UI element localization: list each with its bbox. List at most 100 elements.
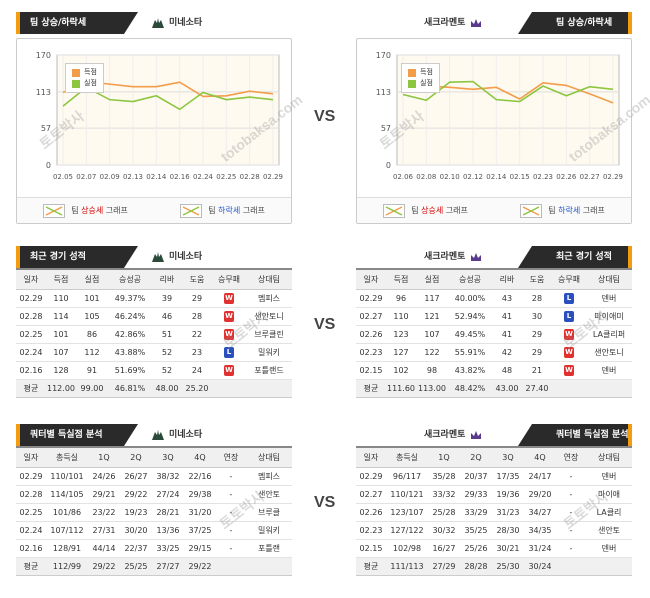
table-row: 02.29 110/101 24/26 26/27 38/32 22/16- 멤피스 [16, 467, 292, 486]
table-cell: 31/23 [492, 503, 524, 522]
table-cell: LA클리퍼 [586, 325, 632, 344]
table-cell: 밀워키 [246, 343, 292, 362]
table-cell: 33/25 [152, 539, 184, 558]
table-cell: 29/20 [524, 485, 556, 504]
table-cell: 43.88% [108, 343, 152, 362]
loss-badge: L [224, 346, 234, 358]
table-cell: 마이애미 [586, 307, 632, 326]
table-cell: 41 [492, 307, 522, 326]
table-cell: 28 [182, 307, 212, 326]
table-cell: 110/101 [46, 467, 88, 486]
table-cell: 22 [182, 325, 212, 344]
home-recent-header: 최근 경기 성적 미네소타 [16, 246, 292, 268]
allowed-line [62, 86, 274, 111]
table-row: 02.29 110 101 49.37% 39 29 W 멤피스 [16, 289, 292, 308]
table-cell: W [552, 325, 586, 344]
table-cell: 113.00 [416, 379, 448, 398]
away-team-label: 새크라멘토 [424, 424, 482, 446]
table-cell: 02.26 [356, 325, 386, 344]
table-cell: 02.25 [16, 325, 46, 344]
table-cell: 덴버 [586, 289, 632, 308]
table-cell: 44/14 [88, 539, 120, 558]
table-cell: W [552, 361, 586, 380]
table-row: 02.25 101/86 23/22 19/23 28/21 31/20- 브루클 [16, 503, 292, 522]
away-quarter-table: 일자 총득실 1Q 2Q 3Q 4Q 연장 상대팀 02.29 96/117 35/28 20/37 1… [356, 446, 632, 576]
table-cell: 28/30 [492, 521, 524, 540]
column-header: 득점 [386, 268, 416, 290]
x-tick-label: 02.10 [440, 173, 460, 181]
table-cell: 117 [416, 289, 448, 308]
table-cell: 02.15 [356, 539, 386, 558]
up-trend-legend: 팀 상승세 그래프 [383, 203, 468, 218]
table-cell [552, 379, 586, 398]
table-cell: 27/31 [88, 521, 120, 540]
table-cell: 127 [386, 343, 416, 362]
table-cell: 91 [76, 361, 108, 380]
table-cell: 02.27 [356, 485, 386, 504]
away-team-label: 새크라멘토 [424, 246, 482, 268]
table-row: 02.28 114 105 46.24% 46 28 W 샌안토니 [16, 307, 292, 326]
down-trend-legend: 팀 하락세 그래프 [520, 203, 605, 218]
y-tick-label: 170 [36, 51, 51, 60]
table-row: 02.23 127/122 30/32 35/25 28/30 34/35- 샌안토 [356, 521, 632, 540]
table-cell: 101 [76, 289, 108, 308]
column-header: 승무패 [552, 268, 586, 290]
y-tick-label: 170 [376, 51, 391, 60]
table-cell: 31/24 [524, 539, 556, 558]
column-header: 연장 [556, 446, 586, 468]
column-header: 일자 [16, 446, 46, 468]
home-recent-table: 일자 득점 실점 승성공 리바 도움 승무패 상대팀 02.29 110 101 49.37% 39 29… [16, 268, 292, 398]
table-cell: 34/27 [524, 503, 556, 522]
table-cell: 29/22 [120, 485, 152, 504]
section-title: 팀 상승/하락세 [16, 12, 138, 34]
table-cell: 25/25 [120, 557, 152, 576]
table-cell: - [556, 467, 586, 486]
column-header: 연장 [216, 446, 246, 468]
table-cell: 19/36 [492, 485, 524, 504]
column-header: 리바 [152, 268, 182, 290]
average-row: 평균 112/99 29/22 25/25 27/27 29/22 [16, 557, 292, 576]
home-quarter-table: 일자 총득실 1Q 2Q 3Q 4Q 연장 상대팀 02.29 110/101 24/26 26/27… [16, 446, 292, 576]
table-cell: 35/25 [460, 521, 492, 540]
table-cell: W [212, 325, 246, 344]
up-trend-icon [43, 203, 66, 218]
table-cell: 멤피스 [246, 467, 292, 486]
legend-score: 득점 [408, 67, 433, 78]
column-header: 총득실 [46, 446, 88, 468]
x-tick-label: 02.27 [580, 173, 600, 181]
table-cell: 33/32 [428, 485, 460, 504]
table-header-row: 일자 득점 실점 승성공 리바 도움 승무패 상대팀 [16, 268, 292, 290]
table-cell [556, 557, 586, 576]
table-cell: 30/21 [492, 539, 524, 558]
table-header-row: 일자 총득실 1Q 2Q 3Q 4Q 연장 상대팀 [16, 446, 292, 468]
table-cell: - [556, 521, 586, 540]
table-cell: 42 [492, 343, 522, 362]
table-row: 02.16 128/91 44/14 22/37 33/25 29/15- 포틀랜 [16, 539, 292, 558]
table-cell: 112/99 [46, 557, 88, 576]
table-row: 02.28 114/105 29/21 29/22 27/24 29/38- 샌안토 [16, 485, 292, 504]
table-cell: 121 [416, 307, 448, 326]
table-cell: 23 [182, 343, 212, 362]
home-team-label: 미네소타 [152, 424, 202, 446]
score-swatch [408, 68, 416, 77]
down-trend-icon [520, 203, 543, 218]
home-team-label: 미네소타 [152, 12, 202, 34]
table-cell: 25/26 [460, 539, 492, 558]
win-badge: W [564, 364, 574, 376]
table-cell: 107 [416, 325, 448, 344]
table-cell: 02.29 [356, 467, 386, 486]
table-cell [246, 379, 292, 398]
crown-icon [471, 431, 482, 439]
x-tick-label: 02.14 [486, 173, 507, 181]
column-header: 승무패 [212, 268, 246, 290]
table-row: 02.27 110 121 52.94% 41 30 L 마이애미 [356, 307, 632, 326]
x-tick-label: 02.26 [556, 173, 577, 181]
table-cell: 29/22 [184, 557, 216, 576]
column-header: 상대팀 [246, 446, 292, 468]
table-row: 02.25 101 86 42.86% 51 22 W 브루클린 [16, 325, 292, 344]
graph-legend: 팀 상승세 그래프 팀 하락세 그래프 [17, 197, 291, 223]
away-quarter-header: 새크라멘토 쿼터별 득실점 분석 [356, 424, 632, 446]
section-title: 팀 상승/하락세 [518, 12, 632, 34]
win-badge: W [224, 310, 234, 322]
